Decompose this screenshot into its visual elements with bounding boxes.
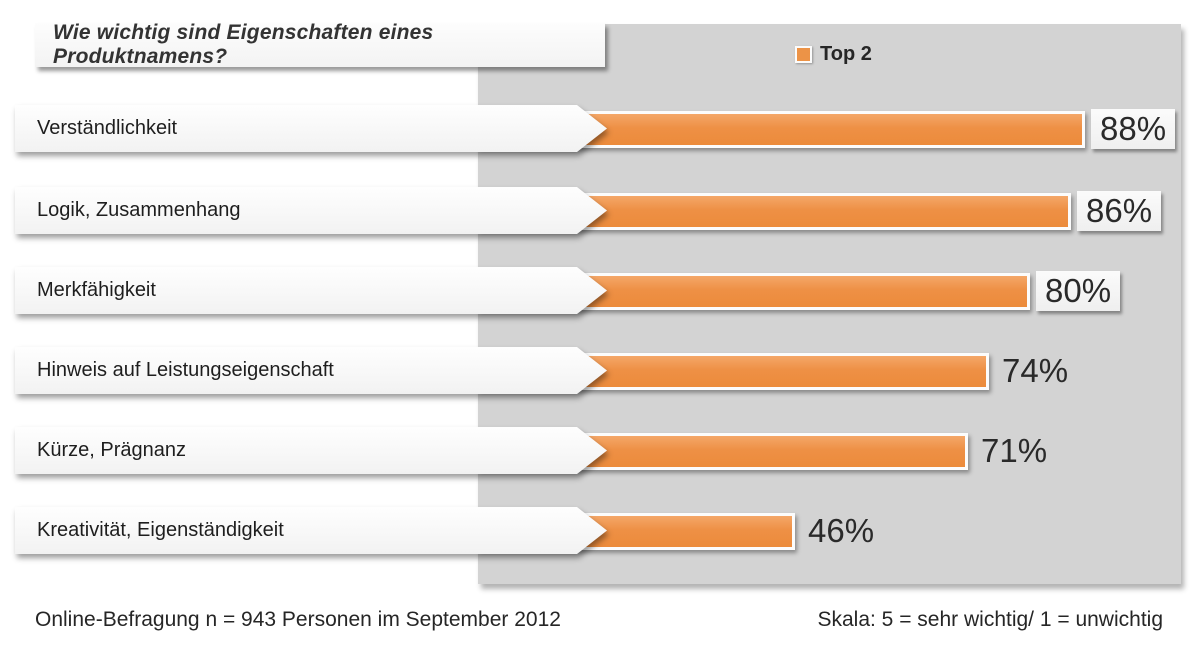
legend-label: Top 2 — [820, 42, 872, 65]
category-label-arrow: Verständlichkeit — [15, 105, 607, 152]
category-label-arrow: Merkfähigkeit — [15, 267, 607, 314]
value-label: 86% — [1077, 191, 1162, 231]
category-label: Hinweis auf Leistungseigenschaft — [15, 347, 607, 394]
value-label: 71% — [981, 432, 1048, 469]
value-label: 46% — [808, 512, 875, 549]
footnote-sample-info: Online-Befragung n = 943 Personen im Sep… — [35, 608, 561, 631]
value-label: 80% — [1036, 271, 1121, 311]
legend: Top 2 — [795, 42, 872, 66]
value-label: 88% — [1091, 109, 1176, 149]
category-label: Merkfähigkeit — [15, 267, 607, 314]
chart-title: Wie wichtig sind Eigenschaften eines Pro… — [53, 21, 434, 68]
legend-swatch-icon — [795, 45, 812, 63]
category-label-arrow: Hinweis auf Leistungseigenschaft — [15, 347, 607, 394]
category-label: Logik, Zusammenhang — [15, 187, 607, 234]
category-label-arrow: Kürze, Prägnanz — [15, 427, 607, 474]
footnote-scale-info: Skala: 5 = sehr wichtig/ 1 = unwichtig — [817, 608, 1163, 631]
category-label-arrow: Kreativität, Eigenständigkeit — [15, 507, 607, 554]
category-label: Verständlichkeit — [15, 105, 607, 152]
chart-title-box: Wie wichtig sind Eigenschaften eines Pro… — [35, 21, 605, 68]
category-label: Kürze, Prägnanz — [15, 427, 607, 474]
category-label: Kreativität, Eigenständigkeit — [15, 507, 607, 554]
value-label: 74% — [1002, 352, 1069, 389]
category-label-arrow: Logik, Zusammenhang — [15, 187, 607, 234]
